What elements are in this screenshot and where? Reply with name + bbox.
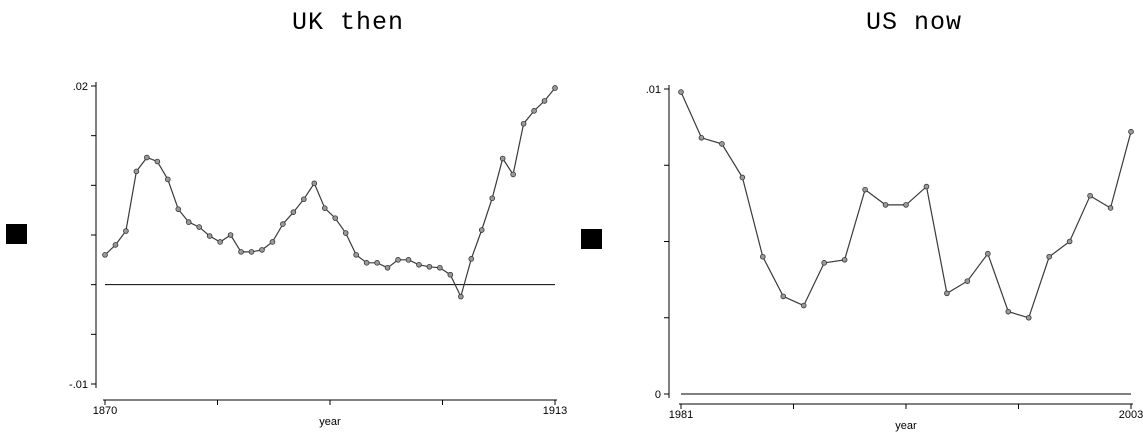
data-point [269,239,276,245]
data-point [416,261,422,268]
data-point [1066,238,1073,245]
data-point [353,252,359,258]
data-point [719,141,725,147]
y-tick-label-top: .02 [73,81,88,93]
data-point [123,228,129,234]
chart-title-uk: UK then [292,8,405,37]
data-point [821,260,827,266]
x-axis-title: year [895,420,917,432]
data-point [944,290,950,297]
data-point [311,180,318,187]
data-point [374,260,380,266]
data-point [800,302,807,309]
data-point [531,108,537,114]
data-point [196,224,202,230]
data-point [154,158,161,165]
x-tick-label-end: 2003 [1119,409,1143,421]
legend-swatch-right [581,229,602,249]
data-point [1046,253,1052,260]
data-point [112,242,119,248]
data-point [1025,314,1032,321]
x-axis-title: year [319,416,341,428]
data-point [903,202,909,208]
data-point [923,183,930,190]
data-point [739,174,746,181]
data-point [144,154,150,161]
data-point [280,221,286,227]
chart-panel-1: .02 -.01 1870 1913 year [69,81,567,428]
data-point [332,215,339,221]
data-point [363,260,370,266]
data-point [499,155,506,162]
data-point [458,293,464,300]
data-point [133,168,140,175]
data-point [698,135,705,141]
x-tick-label-start: 1870 [93,405,117,417]
data-point [841,256,848,263]
data-point [238,249,244,255]
data-point [102,252,108,258]
data-point [164,176,171,183]
data-point [678,89,684,95]
series-line [104,87,556,299]
data-point [301,196,307,203]
data-point [489,195,496,202]
data-point [468,256,475,262]
data-point [510,171,516,178]
y-tick-label-bottom: -.01 [69,379,88,391]
x-tick-label-end: 1913 [543,405,567,417]
data-point [964,278,971,284]
data-point [185,219,192,225]
x-tick-label-start: 1981 [669,409,693,421]
data-point [1005,308,1012,315]
data-point [541,98,548,104]
data-point [290,209,297,215]
data-point [426,263,433,270]
data-point [882,202,889,208]
data-point [248,249,255,255]
data-point [259,247,265,253]
data-point [206,233,213,239]
data-point [520,120,527,127]
chart-panel-2: .01 0 1981 2003 year [646,84,1143,432]
data-point [985,250,991,257]
data-point [780,293,787,300]
chart-title-us: US now [866,8,963,37]
data-point [1087,192,1093,199]
data-point [1128,128,1134,135]
data-point [862,186,868,193]
data-point [1107,205,1114,211]
data-point [395,257,401,263]
data-point [217,239,223,245]
data-point [342,230,349,236]
data-point [227,232,234,238]
data-point [384,264,391,271]
y-tick-label-top: .01 [646,84,661,96]
data-point [447,271,454,278]
data-point [552,85,558,91]
data-point [478,227,485,233]
data-point [437,264,443,271]
data-point [405,257,412,263]
data-point [321,205,328,211]
y-tick-label-bottom: 0 [655,389,661,401]
data-point [760,253,766,260]
legend-swatch-left [6,224,27,244]
data-point [175,206,182,212]
